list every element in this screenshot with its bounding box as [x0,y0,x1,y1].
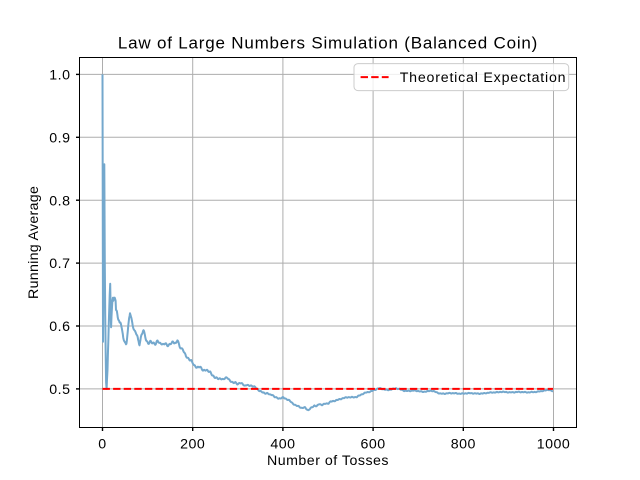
svg-text:0.7: 0.7 [49,256,70,272]
svg-text:0.6: 0.6 [49,319,70,335]
svg-text:1.0: 1.0 [49,68,70,84]
svg-text:200: 200 [180,436,205,452]
svg-text:Theoretical Expectation: Theoretical Expectation [400,70,567,86]
svg-text:800: 800 [451,436,476,452]
svg-text:Number of Tosses: Number of Tosses [267,453,389,469]
svg-text:400: 400 [270,436,295,452]
svg-text:0.5: 0.5 [49,382,70,398]
svg-text:600: 600 [361,436,386,452]
svg-text:0.9: 0.9 [49,130,70,146]
svg-text:0: 0 [98,436,106,452]
svg-text:Law of Large Numbers Simulatio: Law of Large Numbers Simulation (Balance… [118,33,538,52]
svg-text:0.8: 0.8 [49,193,70,209]
svg-text:1000: 1000 [537,436,571,452]
svg-text:Running Average: Running Average [26,186,42,299]
